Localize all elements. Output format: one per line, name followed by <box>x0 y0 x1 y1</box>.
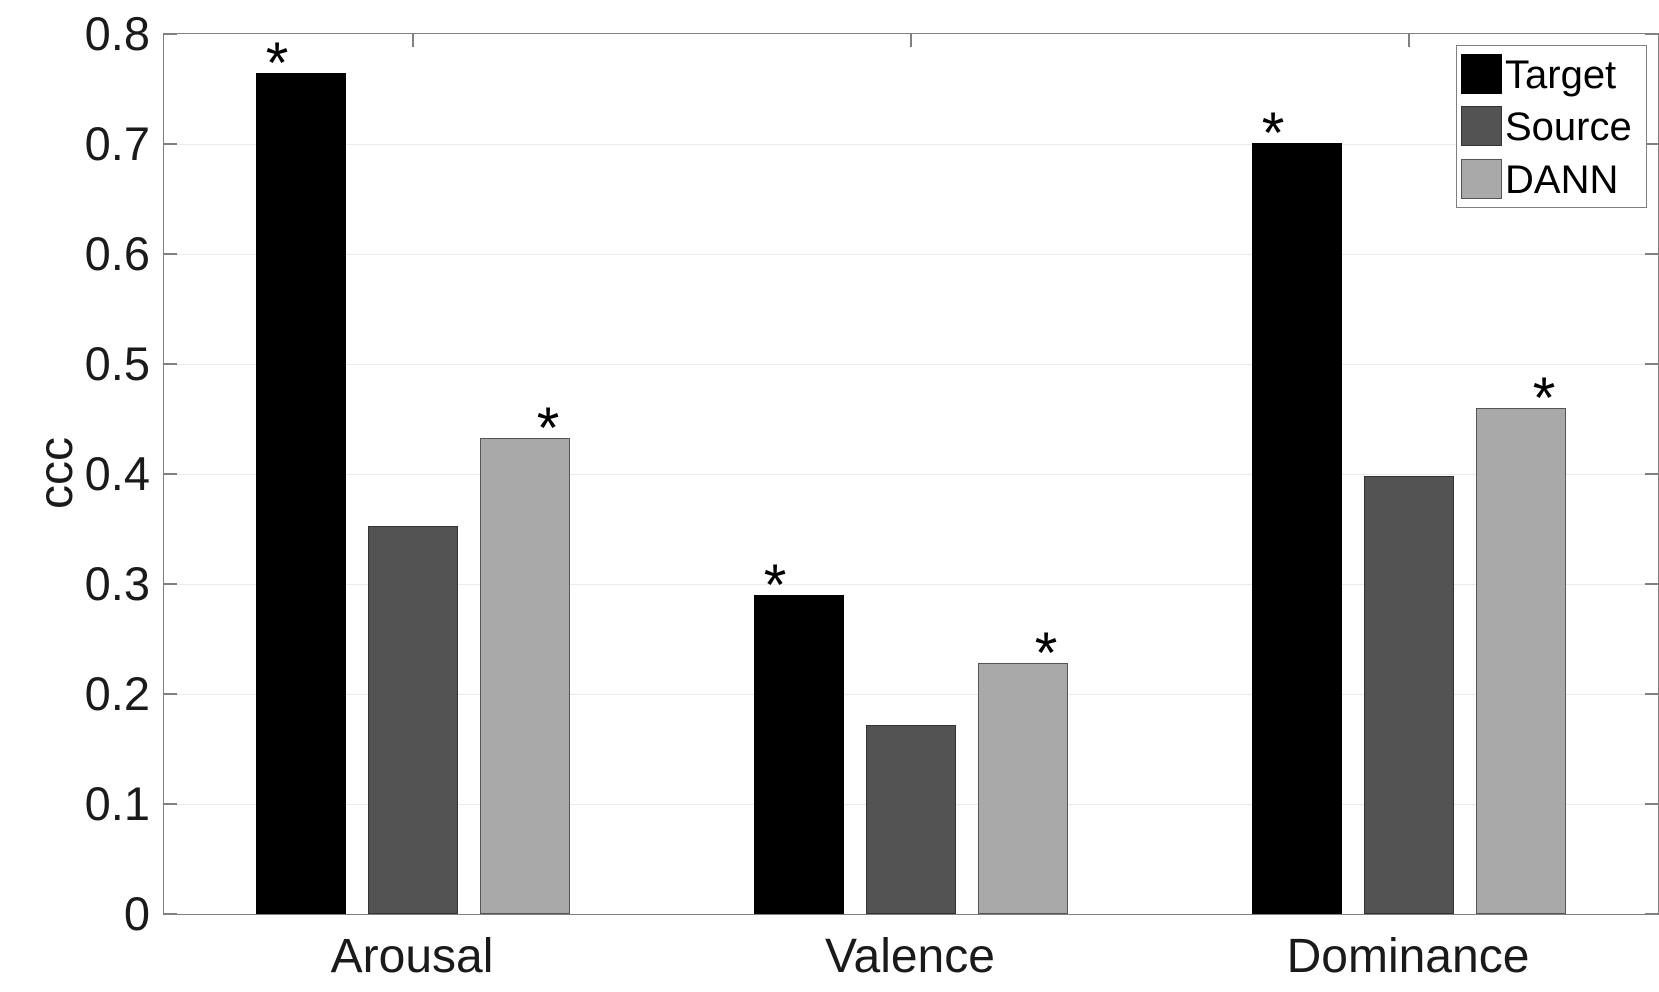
legend-label-source: Source <box>1505 105 1632 149</box>
bar-source-dominance <box>1364 476 1454 914</box>
bar-source-arousal <box>368 525 458 914</box>
y-tick-right <box>1645 913 1658 915</box>
y-tick-label: 0.4 <box>84 447 150 500</box>
x-tick-top <box>1408 34 1410 47</box>
legend-label-dann: DANN <box>1505 158 1619 202</box>
y-gridline <box>164 363 1658 365</box>
y-tick-label: 0.1 <box>84 777 150 830</box>
x-category-label-text: Dominance <box>1286 930 1530 983</box>
bar-dann-dominance <box>1476 408 1566 914</box>
y-tick-right <box>1645 363 1658 365</box>
x-category-label-text: Valence <box>825 930 995 983</box>
x-category-label-text: Arousal <box>330 930 494 983</box>
y-tick-left <box>164 33 177 35</box>
legend-item-target: Target <box>1461 53 1641 97</box>
y-tick-left <box>164 583 177 585</box>
significance-star-glyph: * <box>536 395 560 461</box>
y-tick-label: 0.3 <box>84 557 150 610</box>
y-tick-left <box>164 803 177 805</box>
significance-star-glyph: * <box>265 30 289 96</box>
x-tick-top <box>412 34 414 47</box>
y-tick-label: 0.8 <box>84 7 150 60</box>
y-tick-left <box>164 913 177 915</box>
y-gridline <box>164 143 1658 145</box>
significance-star-glyph: * <box>763 553 787 618</box>
y-tick-label: 0.6 <box>84 227 150 280</box>
y-gridline <box>164 473 1658 475</box>
y-tick-label: 0.5 <box>84 337 150 390</box>
y-tick-right <box>1645 253 1658 255</box>
bar-target-valence <box>754 595 844 914</box>
y-gridline <box>164 583 1658 585</box>
legend-swatch-source <box>1461 106 1502 146</box>
y-tick-label: 0 <box>123 887 150 940</box>
y-tick-right <box>1645 33 1658 35</box>
y-tick-label: 0.7 <box>84 117 150 170</box>
bar-dann-valence <box>978 663 1068 914</box>
y-tick-right <box>1645 583 1658 585</box>
y-gridline <box>164 693 1658 695</box>
y-tick-label: 0.2 <box>84 667 150 720</box>
legend: Target Source DANN <box>1456 45 1647 208</box>
legend-swatch-target <box>1461 54 1502 94</box>
bar-target-dominance <box>1252 142 1342 914</box>
y-tick-left <box>164 363 177 365</box>
y-gridline <box>164 253 1658 255</box>
bar-dann-arousal <box>480 437 570 914</box>
significance-star-glyph: * <box>1532 366 1556 431</box>
y-tick-left <box>164 253 177 255</box>
legend-item-source: Source <box>1461 105 1641 149</box>
y-tick-right <box>1645 143 1658 145</box>
bar-source-valence <box>866 724 956 914</box>
y-tick-left <box>164 143 177 145</box>
y-tick-right <box>1645 473 1658 475</box>
significance-star-glyph: * <box>1034 621 1058 687</box>
y-tick-right <box>1645 693 1658 695</box>
y-tick-left <box>164 693 177 695</box>
legend-swatch-dann <box>1461 159 1502 199</box>
bar-target-arousal <box>256 72 346 914</box>
legend-item-dann: DANN <box>1461 158 1641 202</box>
y-tick-right <box>1645 803 1658 805</box>
significance-star-glyph: * <box>1261 100 1285 166</box>
x-tick-top <box>910 34 912 47</box>
y-tick-left <box>164 473 177 475</box>
legend-label-target: Target <box>1505 53 1617 97</box>
plot-area: * * * * * * <box>163 33 1659 915</box>
